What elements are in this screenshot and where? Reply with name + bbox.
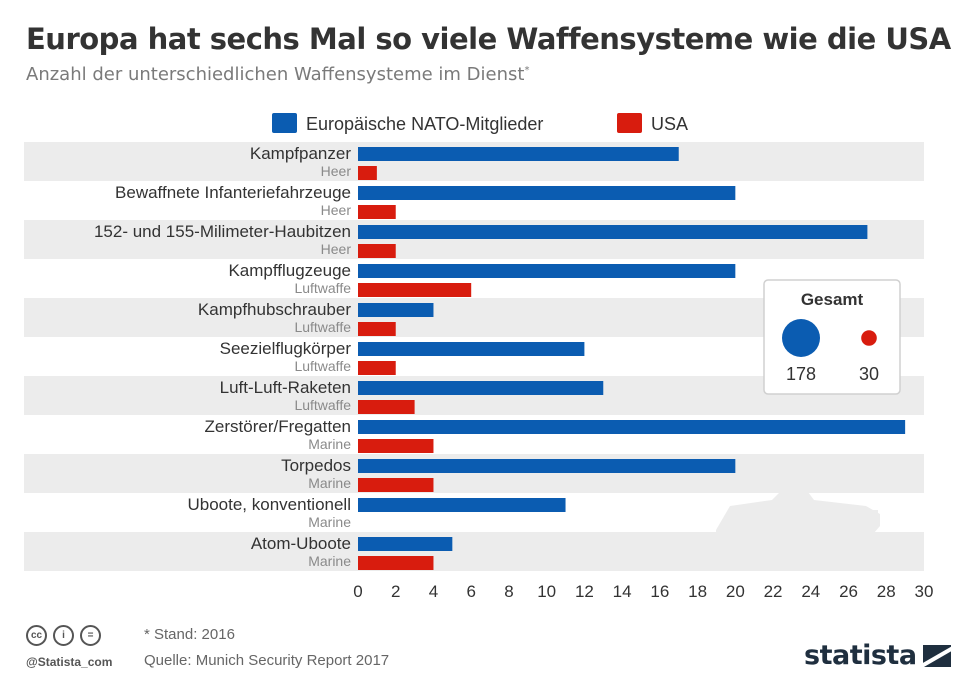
bar-europe [358,381,604,395]
statista-logo-text: statista [804,640,917,671]
subtitle-text: Anzahl der unterschiedlichen Waffensyste… [26,64,525,85]
bar-usa [358,322,396,336]
page-title: Europa hat sechs Mal so viele Waffensyst… [26,22,951,56]
x-tick-label: 18 [688,582,707,601]
cc-icon: cc [26,625,47,646]
bar-europe [358,459,736,473]
totals-title: Gesamt [801,290,864,309]
statista-logo: statista [804,640,951,671]
x-tick-label: 2 [391,582,400,601]
x-tick-label: 30 [915,582,934,601]
x-tick-label: 28 [877,582,896,601]
x-tick-label: 14 [613,582,632,601]
x-tick-label: 22 [764,582,783,601]
x-tick-label: 24 [801,582,820,601]
category-label: Torpedos [281,456,351,475]
category-label: Kampfflugzeuge [228,261,351,280]
page-subtitle: Anzahl der unterschiedlichen Waffensyste… [26,64,529,85]
total-bubble-europe [782,319,820,357]
bar-europe [358,498,566,512]
branch-label: Luftwaffe [294,319,351,335]
x-tick-label: 12 [575,582,594,601]
category-label: Luft-Luft-Raketen [220,378,351,397]
bar-europe [358,186,736,200]
legend-swatch-europe [272,113,297,133]
no-derivatives-icon: = [80,625,101,646]
bar-usa [358,478,434,492]
bar-europe [358,225,868,239]
category-label: Kampfpanzer [250,144,351,163]
bar-europe [358,147,679,161]
x-tick-label: 20 [726,582,745,601]
branch-label: Luftwaffe [294,358,351,374]
footnote: * Stand: 2016 [144,626,235,643]
category-label: Zerstörer/Fregatten [205,417,351,436]
bar-usa [358,166,377,180]
total-bubble-usa [861,330,877,346]
branch-label: Marine [308,436,351,452]
category-label: Atom-Uboote [251,534,351,553]
branch-label: Heer [321,163,352,179]
branch-label: Marine [308,553,351,569]
source-text: Quelle: Munich Security Report 2017 [144,652,390,669]
bar-europe [358,420,906,434]
total-value-europe: 178 [786,364,816,384]
x-tick-label: 16 [650,582,669,601]
legend-label-usa: USA [651,114,688,134]
branch-label: Luftwaffe [294,280,351,296]
branch-label: Heer [321,202,352,218]
x-tick-label: 0 [353,582,362,601]
category-label: Uboote, konventionell [187,495,351,514]
bar-europe [358,264,736,278]
license-icons: cc i = [26,625,101,646]
branch-label: Luftwaffe [294,397,351,413]
bar-europe [358,342,585,356]
bar-usa [358,205,396,219]
statista-handle: @Statista_com [26,655,113,669]
legend-swatch-usa [617,113,642,133]
totals-box [763,279,901,395]
category-label: Seezielflugkörper [220,339,352,358]
category-label: Bewaffnete Infanteriefahrzeuge [115,183,351,202]
branch-label: Marine [308,514,351,530]
x-tick-label: 8 [504,582,513,601]
subtitle-footnote-mark: * [524,65,530,76]
legend-label-europe: Europäische NATO-Mitglieder [306,114,543,134]
total-value-usa: 30 [859,364,879,384]
x-tick-label: 26 [839,582,858,601]
bar-usa [358,439,434,453]
bar-usa [358,400,415,414]
bar-europe [358,303,434,317]
row-background [24,532,924,571]
attribution-icon: i [53,625,74,646]
x-tick-label: 6 [466,582,475,601]
branch-label: Heer [321,241,352,257]
bar-usa [358,556,434,570]
category-label: 152- und 155-Milimeter-Haubitzen [94,222,351,241]
x-tick-label: 4 [429,582,438,601]
category-label: Kampfhubschrauber [198,300,351,319]
x-tick-label: 10 [537,582,556,601]
statista-logo-mark-icon [922,644,951,667]
bar-europe [358,537,453,551]
branch-label: Marine [308,475,351,491]
bar-usa [358,361,396,375]
bar-usa [358,283,472,297]
bar-usa [358,244,396,258]
